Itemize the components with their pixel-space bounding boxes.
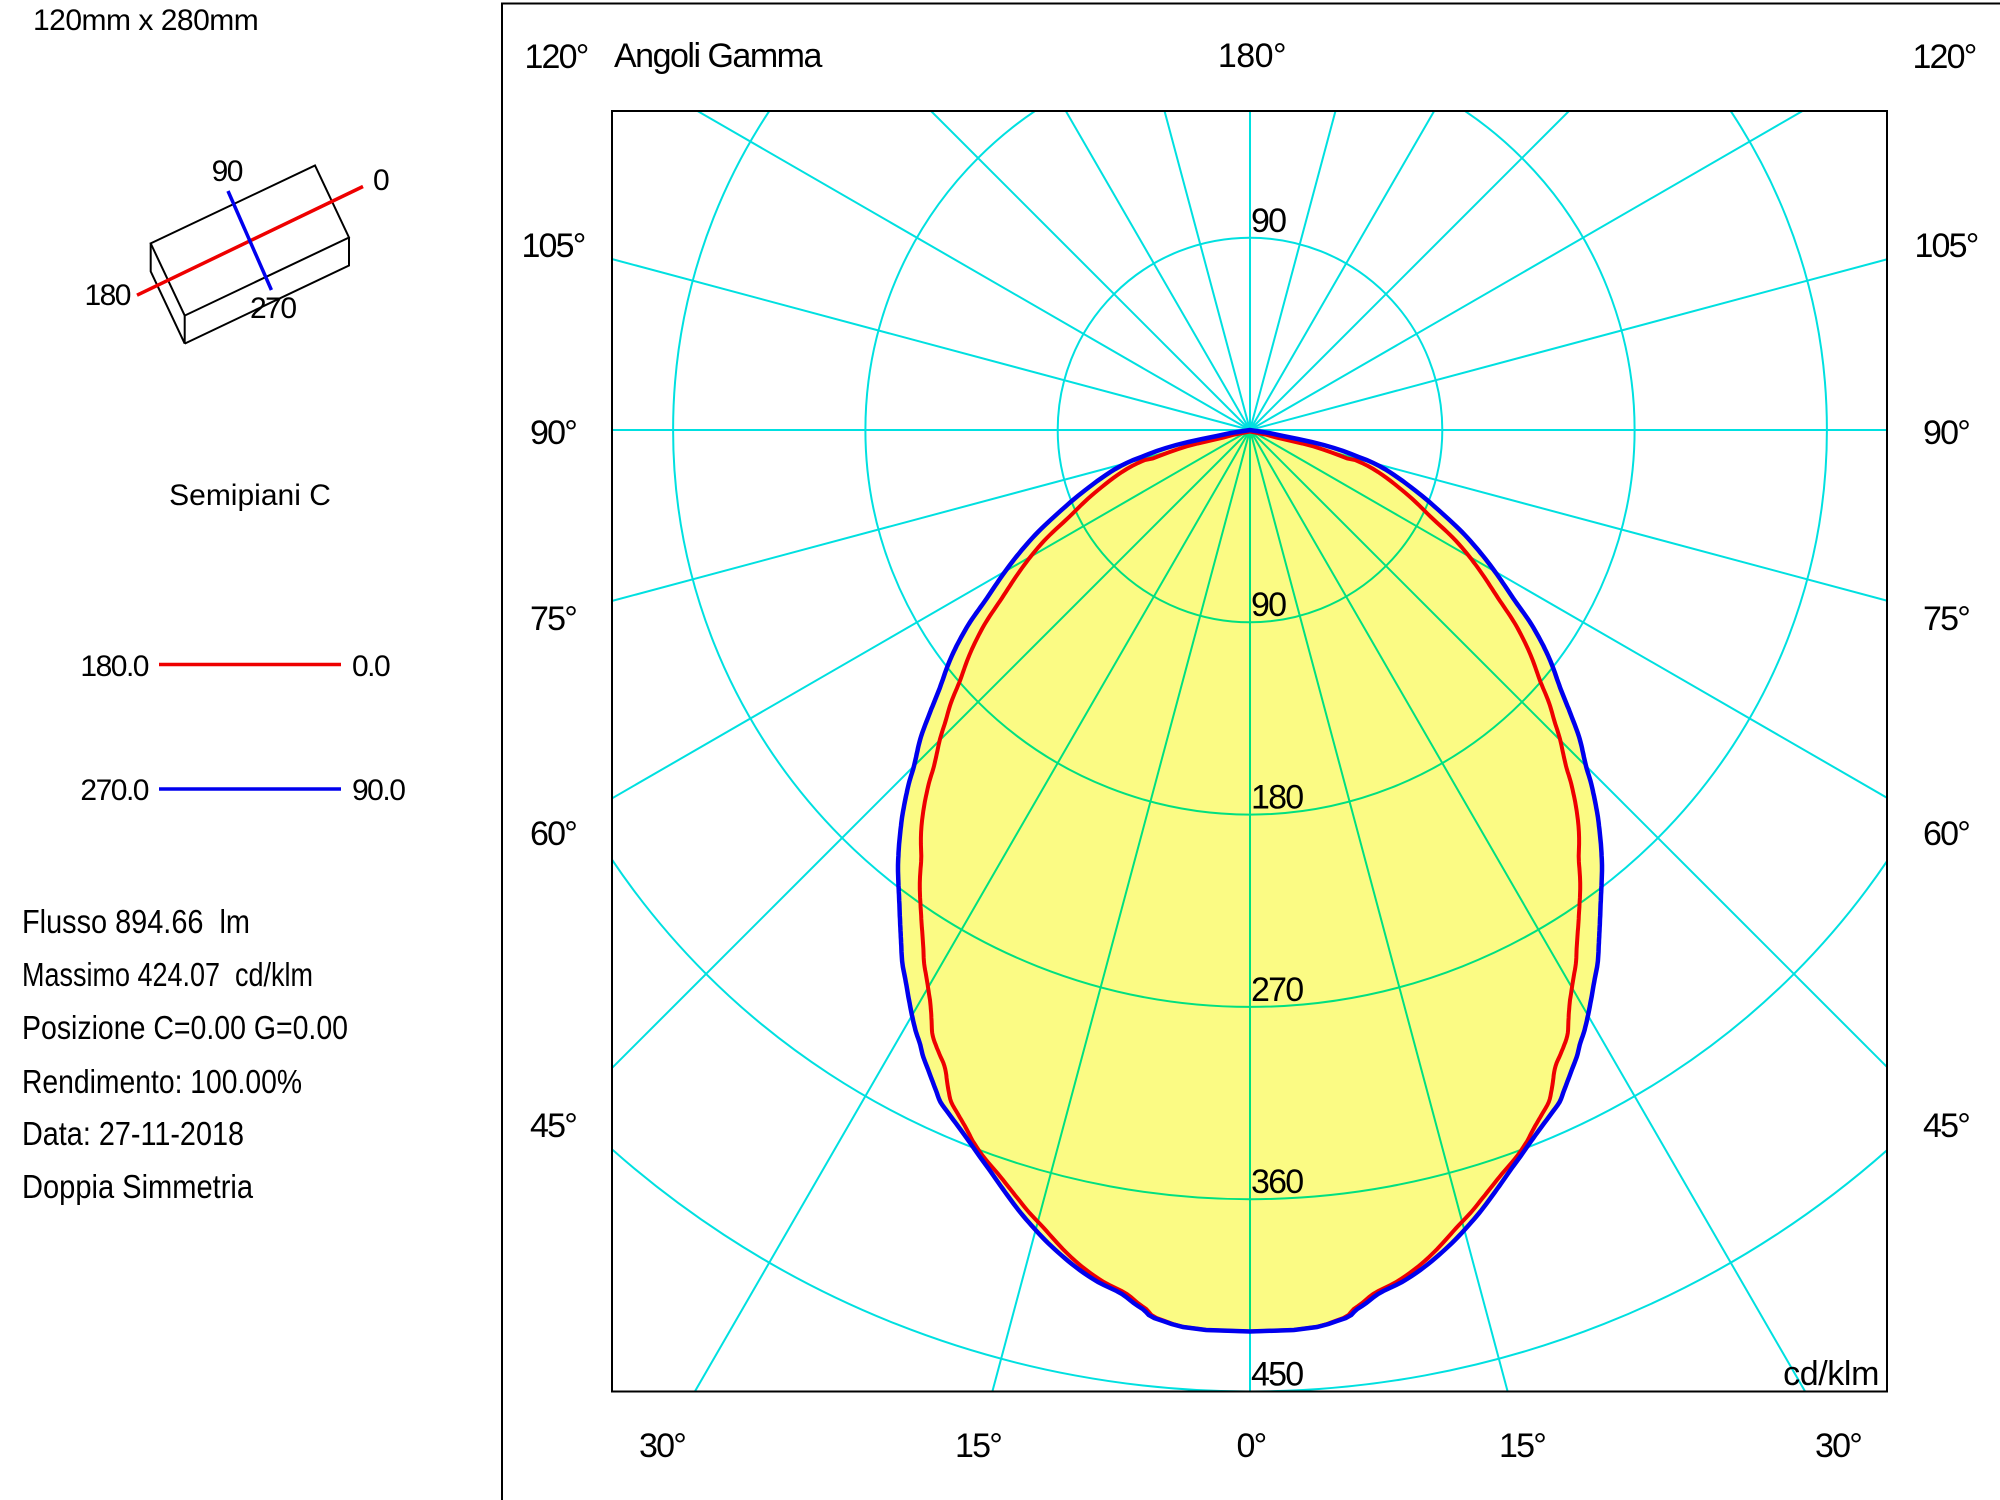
svg-text:60°: 60° [1923, 815, 1969, 853]
svg-text:Angoli Gamma: Angoli Gamma [614, 37, 822, 75]
svg-text:180.0: 180.0 [80, 650, 148, 683]
svg-text:0.0: 0.0 [352, 650, 390, 683]
svg-text:Semipiani C: Semipiani C [169, 479, 331, 512]
svg-text:0°: 0° [1237, 1427, 1266, 1465]
svg-text:90: 90 [1251, 202, 1286, 240]
svg-text:30°: 30° [1815, 1427, 1861, 1465]
svg-text:cd/klm: cd/klm [1783, 1355, 1879, 1393]
svg-text:360: 360 [1251, 1163, 1303, 1201]
svg-text:Posizione C=0.00 G=0.00: Posizione C=0.00 G=0.00 [22, 1009, 348, 1046]
svg-text:105°: 105° [521, 227, 584, 265]
svg-text:75°: 75° [1923, 600, 1969, 638]
svg-text:75°: 75° [530, 600, 576, 638]
svg-text:270.0: 270.0 [80, 774, 148, 807]
svg-text:Massimo 424.07 cd/klm: Massimo 424.07 cd/klm [22, 956, 313, 993]
svg-text:90.0: 90.0 [352, 774, 405, 807]
svg-text:45°: 45° [530, 1107, 576, 1145]
svg-text:Flusso 894.66 lm: Flusso 894.66 lm [22, 903, 250, 940]
svg-text:30°: 30° [639, 1427, 685, 1465]
svg-text:90°: 90° [1923, 414, 1969, 452]
svg-text:Doppia Simmetria: Doppia Simmetria [22, 1168, 254, 1205]
svg-text:90: 90 [1251, 586, 1286, 624]
svg-text:120°: 120° [524, 38, 587, 76]
svg-text:60°: 60° [530, 815, 576, 853]
svg-text:180°: 180° [1218, 37, 1286, 75]
svg-text:Data: 27-11-2018: Data: 27-11-2018 [22, 1115, 244, 1152]
svg-text:270: 270 [250, 292, 296, 325]
svg-text:120°: 120° [1912, 38, 1975, 76]
svg-text:105°: 105° [1914, 227, 1977, 265]
svg-text:15°: 15° [955, 1427, 1001, 1465]
svg-text:Rendimento: 100.00%: Rendimento: 100.00% [22, 1063, 302, 1100]
svg-text:270: 270 [1251, 971, 1303, 1009]
svg-text:180: 180 [84, 279, 130, 312]
svg-text:15°: 15° [1499, 1427, 1545, 1465]
svg-text:120mm x 280mm: 120mm x 280mm [33, 4, 258, 37]
svg-text:0: 0 [373, 164, 389, 197]
svg-text:45°: 45° [1923, 1107, 1969, 1145]
svg-text:90: 90 [212, 155, 243, 188]
svg-text:90°: 90° [530, 414, 576, 452]
svg-text:450: 450 [1251, 1356, 1303, 1394]
svg-text:180: 180 [1251, 779, 1303, 817]
